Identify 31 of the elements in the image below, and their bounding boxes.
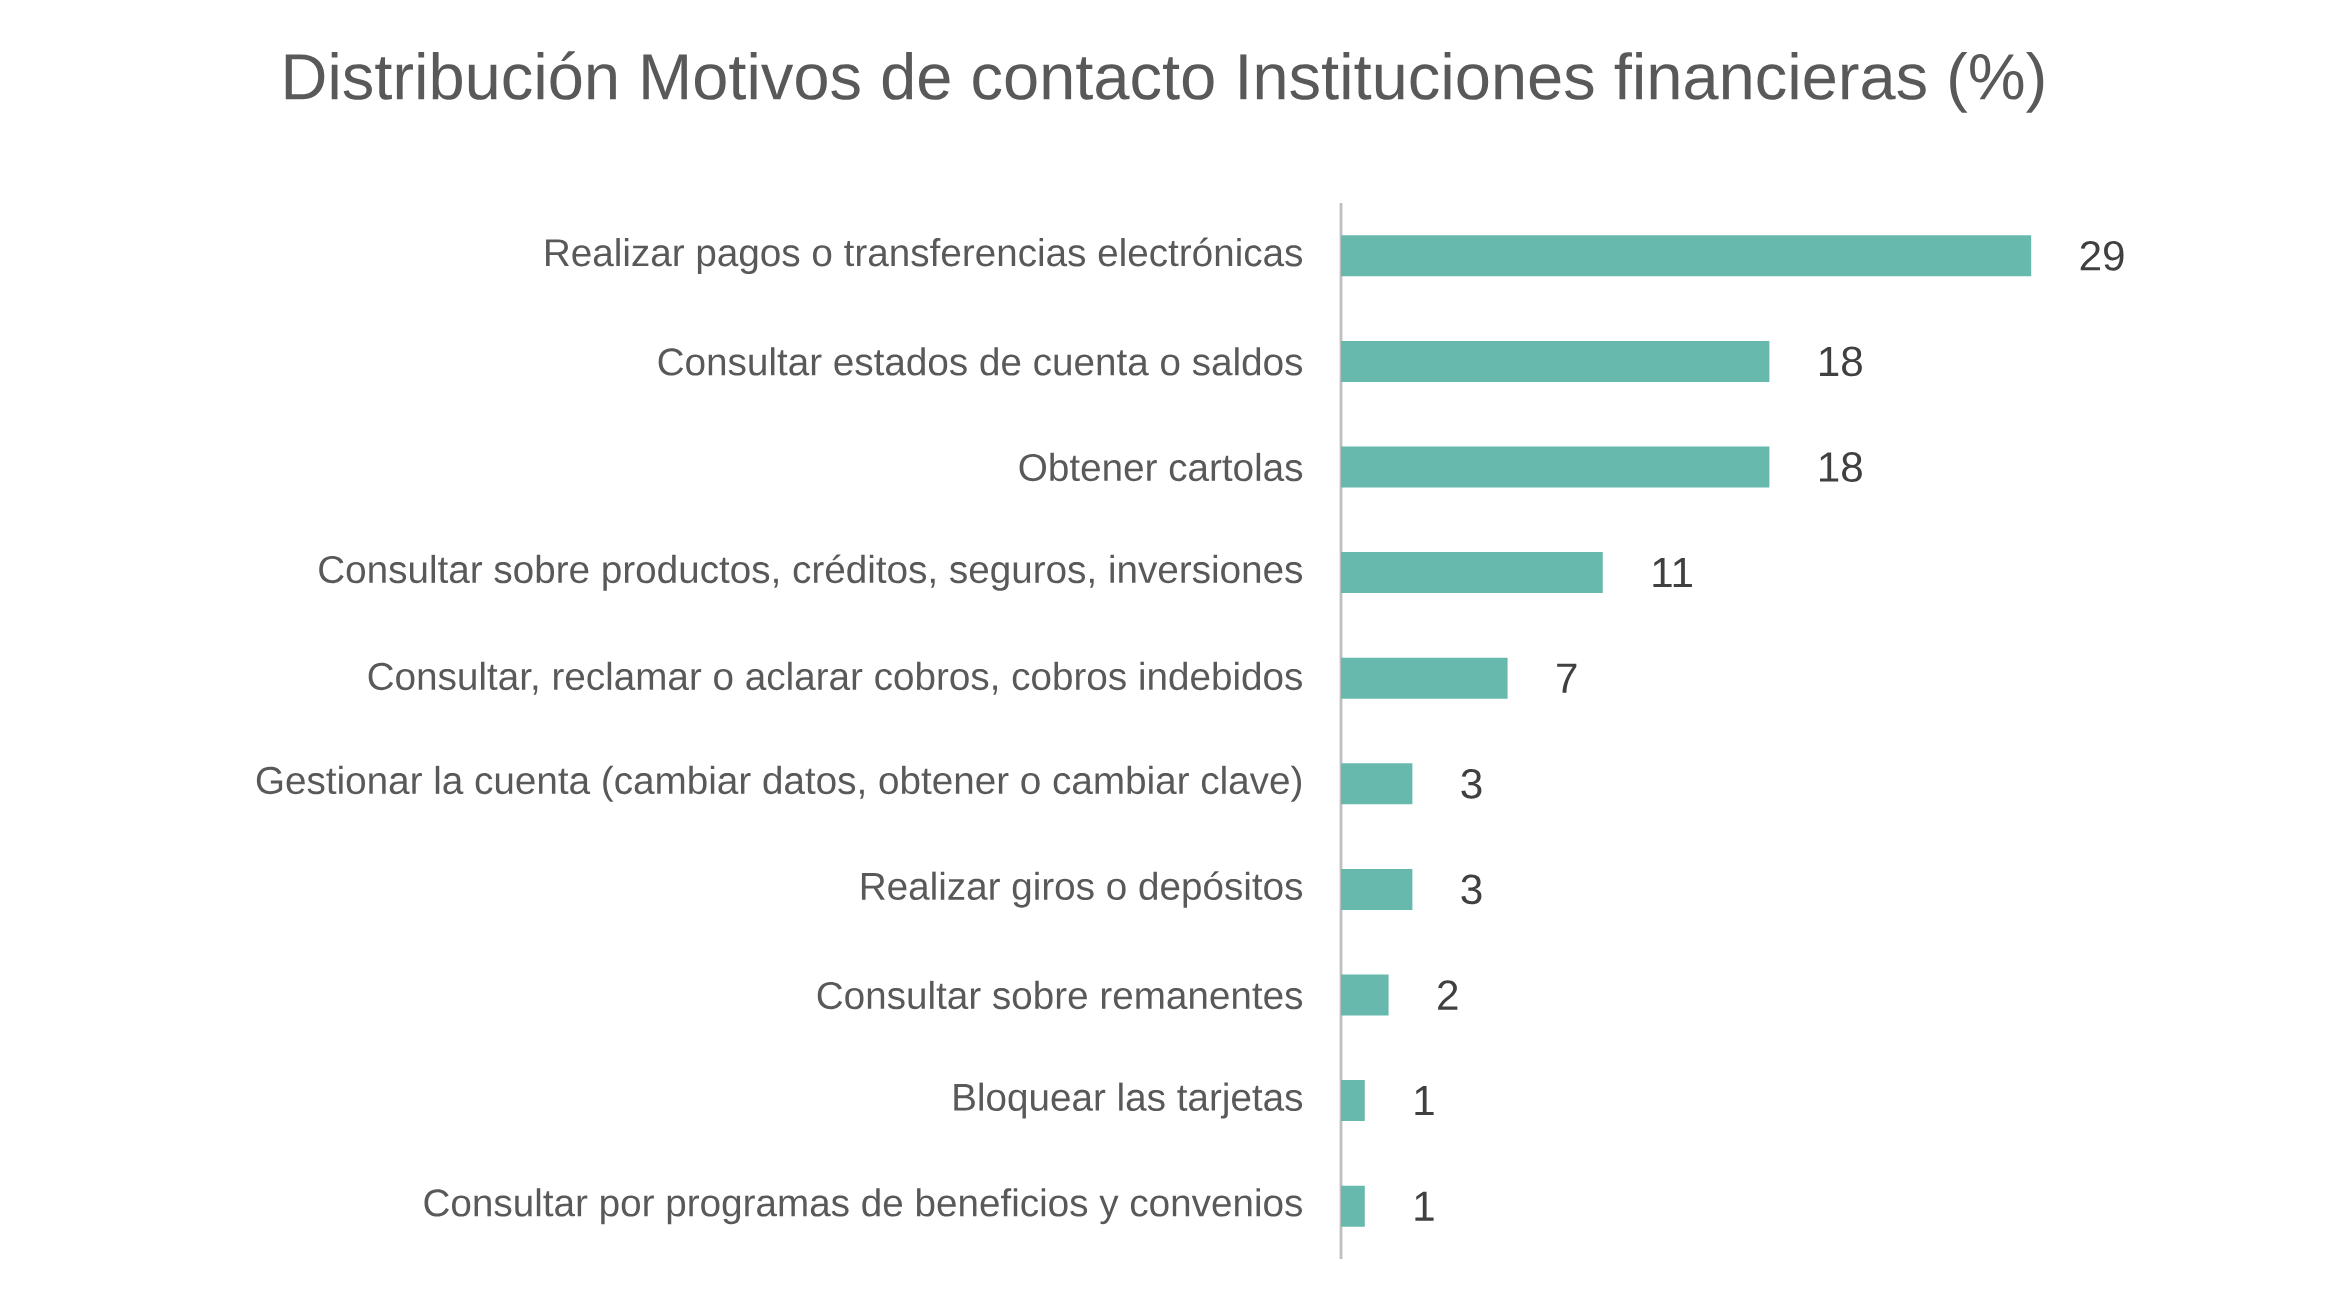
data-label: 29 xyxy=(2080,240,2124,271)
y-tick-label: Gestionar la cuenta (cambiar datos, obtener o cambiar clave) xyxy=(256,765,1301,802)
data-label: 2 xyxy=(1438,980,1458,1010)
data-label: 3 xyxy=(1461,768,1482,799)
bar xyxy=(1341,552,1603,594)
y-tick-label: Realizar giros o depósitos xyxy=(861,871,1303,908)
y-tick-label: Consultar sobre remanentes xyxy=(817,980,1303,1010)
bar xyxy=(1341,868,1413,910)
data-label: 1 xyxy=(1415,1086,1434,1116)
bar xyxy=(1341,1185,1365,1227)
data-label: 11 xyxy=(1653,558,1692,588)
y-tick-label: Consultar estados de cuenta o saldos xyxy=(658,347,1303,376)
data-label: 1 xyxy=(1415,1191,1434,1221)
bar xyxy=(1341,446,1770,488)
data-label: 7 xyxy=(1557,663,1577,693)
y-tick-label: Consultar por programas de beneficios y convenios xyxy=(424,1188,1302,1225)
data-label: 3 xyxy=(1461,874,1482,905)
y-tick-label: Bloquear las tarjetas xyxy=(954,1082,1303,1119)
bar xyxy=(1341,974,1389,1016)
y-tick-label: Realizar pagos o transferencias electrónicas xyxy=(546,237,1303,275)
bar xyxy=(1341,1080,1365,1122)
y-tick-label: Obtener cartolas xyxy=(1019,452,1303,482)
bar xyxy=(1341,340,1770,382)
bar xyxy=(1341,235,2032,277)
data-label: 18 xyxy=(1820,452,1862,482)
bar xyxy=(1341,657,1508,699)
chart-title: Distribución Motivos de contacto Instituciones financieras (%) xyxy=(285,51,2044,113)
y-tick-label: Consultar sobre productos, créditos, seguros, inversiones xyxy=(319,554,1303,591)
bar xyxy=(1341,763,1413,805)
data-label: 18 xyxy=(1820,346,1862,377)
y-tick-label: Consultar, reclamar o aclarar cobros, cobros indebidos xyxy=(368,661,1302,695)
